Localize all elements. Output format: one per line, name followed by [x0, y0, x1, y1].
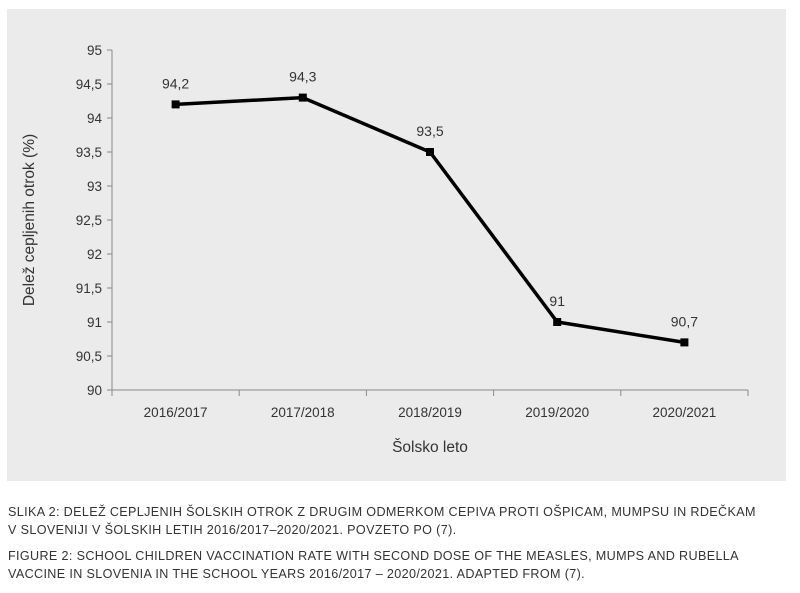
x-tick-label: 2017/2018 [271, 405, 335, 420]
data-point-marker [553, 318, 562, 326]
chart-background [7, 9, 786, 481]
y-tick-label: 92 [87, 247, 102, 262]
data-label: 94,3 [289, 69, 316, 85]
y-tick-label: 91 [87, 315, 102, 330]
caption-english-line-2: VACCINE IN SLOVENIA IN THE SCHOOL YEARS … [8, 567, 585, 581]
caption-slovenian: SLIKA 2: DELEŽ CEPLJENIH ŠOLSKIH OTROK Z… [8, 503, 792, 539]
data-point-marker [426, 148, 434, 156]
y-tick-label: 94 [87, 111, 103, 126]
y-tick-label: 93,5 [76, 145, 102, 160]
caption-slovenian-line-2: V SLOVENIJI V ŠOLSKIH LETIH 2016/2017–20… [8, 523, 457, 537]
data-point-marker [298, 93, 307, 102]
y-tick-label: 92,5 [76, 213, 102, 228]
caption-slovenian-line-1: SLIKA 2: DELEŽ CEPLJENIH ŠOLSKIH OTROK Z… [8, 505, 756, 519]
x-axis-title: Šolsko leto [392, 439, 468, 456]
data-point-marker [171, 100, 180, 109]
caption-english: FIGURE 2: SCHOOL CHILDREN VACCINATION RA… [8, 547, 792, 583]
data-label: 93,5 [416, 123, 443, 139]
x-tick-label: 2016/2017 [144, 405, 208, 420]
y-tick-label: 93 [87, 179, 102, 194]
y-tick-label: 91,5 [76, 281, 102, 296]
y-axis-title: Delež cepljenih otrok (%) [21, 134, 38, 306]
data-label: 91 [549, 293, 565, 309]
y-tick-label: 90 [87, 383, 102, 398]
caption-english-line-1: FIGURE 2: SCHOOL CHILDREN VACCINATION RA… [8, 549, 739, 563]
y-tick-label: 94,5 [76, 77, 102, 92]
x-tick-label: 2018/2019 [398, 405, 462, 420]
y-tick-label: 95 [87, 43, 102, 58]
data-point-marker [680, 338, 689, 347]
y-tick-label: 90,5 [76, 349, 102, 364]
chart-panel: 90 90,5 91 91,5 92 92,5 93 93,5 94 94,5 95 2016/201… [7, 9, 786, 481]
x-tick-label: 2019/2020 [525, 405, 589, 420]
x-tick-label: 2020/2021 [652, 405, 716, 420]
data-label: 90,7 [671, 313, 698, 329]
data-label: 94,2 [162, 75, 189, 91]
line-chart: 90 90,5 91 91,5 92 92,5 93 93,5 94 94,5 95 2016/201… [7, 9, 786, 481]
